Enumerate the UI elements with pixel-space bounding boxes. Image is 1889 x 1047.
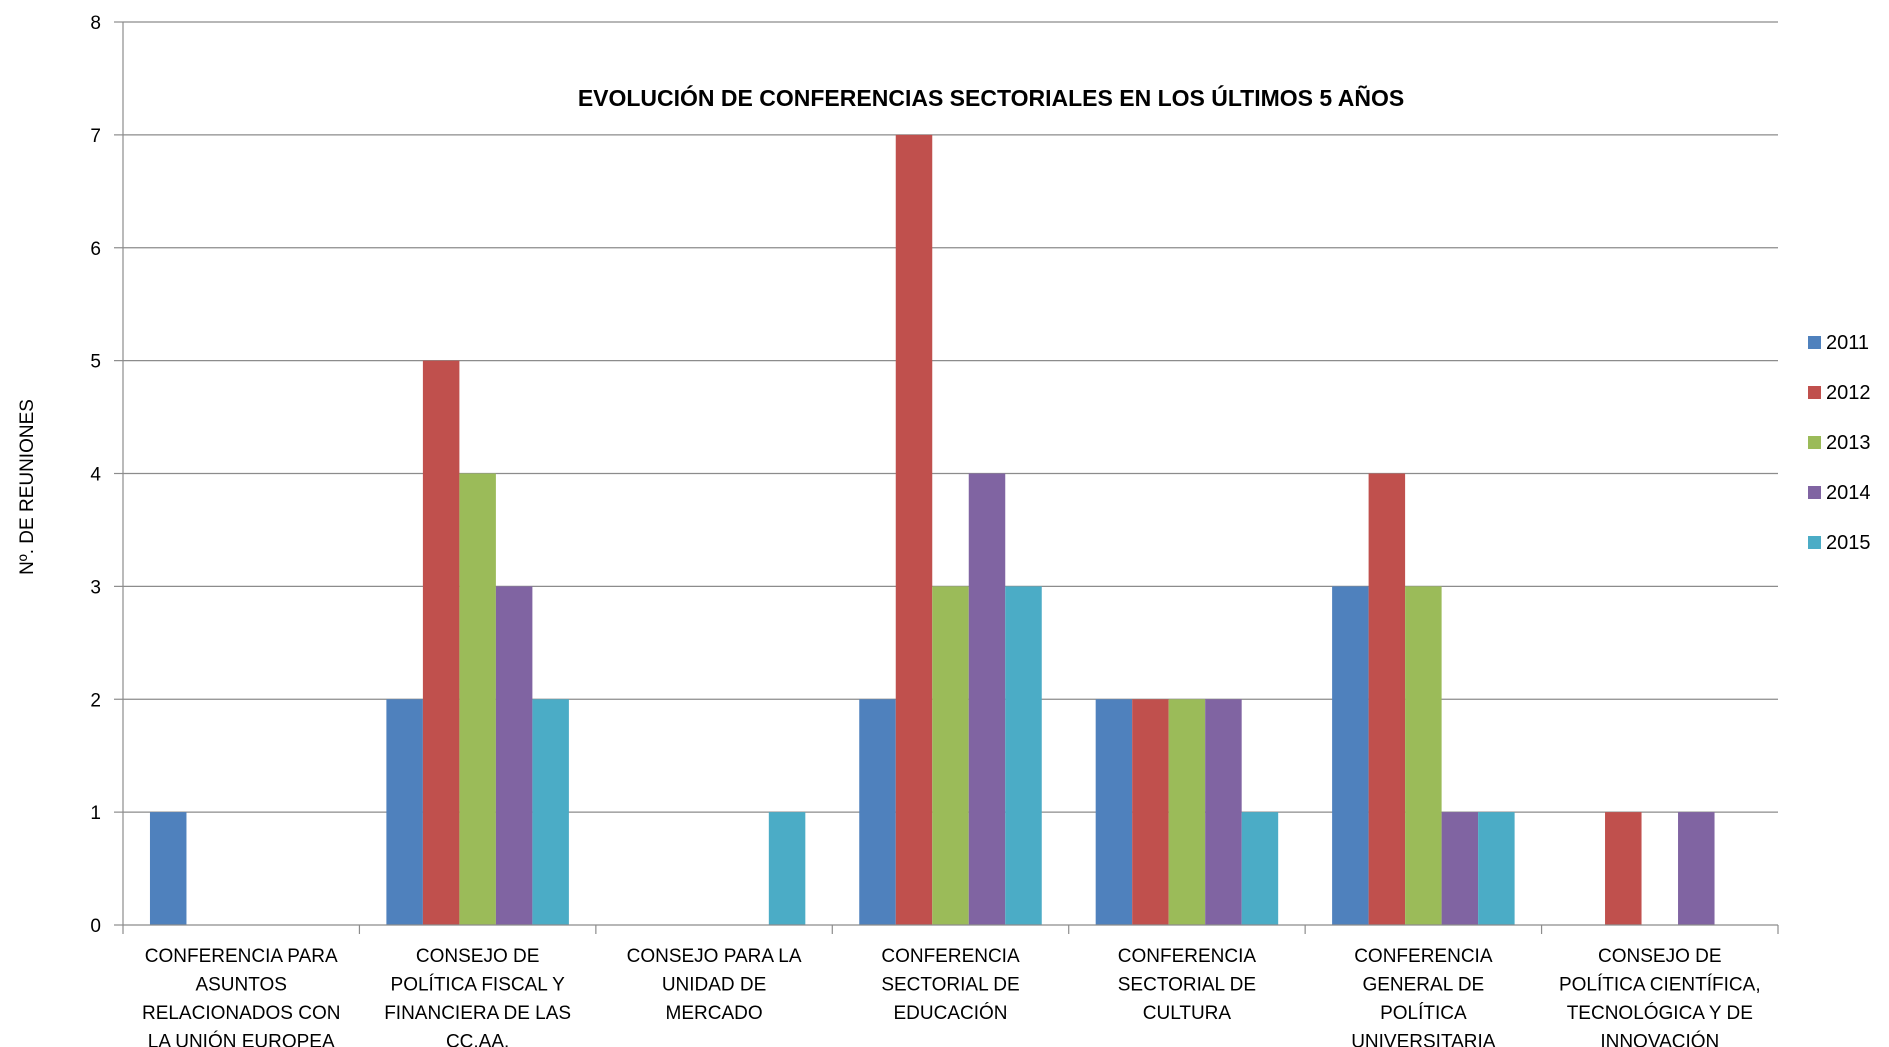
- bar-2014-cat-4: [968, 473, 1006, 925]
- legend-label: 2011: [1826, 332, 1869, 354]
- chart-title: EVOLUCIÓN DE CONFERENCIAS SECTORIALES EN…: [578, 84, 1404, 111]
- bars: [149, 134, 1715, 925]
- bar-2013-cat-4: [932, 586, 969, 925]
- legend-swatch-2014: [1808, 486, 1821, 499]
- y-tick-label: 6: [90, 239, 101, 260]
- legend-swatch-2011: [1808, 336, 1821, 349]
- y-tick-labels: 0 1 2 3 4 5 6 7 8: [90, 13, 101, 937]
- y-tick-label: 5: [90, 352, 101, 373]
- x-category-label-line: CULTURA: [1143, 1003, 1232, 1024]
- legend-label: 2012: [1826, 382, 1871, 404]
- y-tick-label: 1: [90, 803, 101, 824]
- bar-2014-cat-5: [1205, 699, 1242, 925]
- bar-2013-cat-2: [459, 473, 496, 925]
- x-category-label-line: MERCADO: [666, 1003, 763, 1024]
- legend-swatch-2015: [1808, 536, 1821, 549]
- x-category-label-line: POLÍTICA CIENTÍFICA,: [1559, 975, 1761, 996]
- bar-2014-cat-7: [1678, 812, 1715, 925]
- x-category-labels: CONFERENCIA PARA ASUNTOS RELACIONADOS CON L…: [142, 946, 1761, 1047]
- legend-label: 2015: [1826, 532, 1871, 554]
- x-category-label-line: CC.AA.: [446, 1032, 509, 1047]
- x-category-label: CONFERENCIA SECTORIAL DE CULTURA: [1118, 946, 1257, 1024]
- x-category-label-line: POLÍTICA FISCAL Y: [391, 975, 566, 996]
- x-category-label-line: CONFERENCIA: [1354, 946, 1493, 967]
- bar-2015-cat-5: [1241, 812, 1279, 925]
- bar-2011-cat-5: [1095, 699, 1133, 925]
- bar-2011-cat-6: [1332, 586, 1369, 925]
- bar-2011-cat-1: [149, 812, 187, 925]
- x-category-label-line: CONFERENCIA PARA: [145, 946, 338, 967]
- bar-2015-cat-4: [1005, 586, 1042, 925]
- legend: 2011 2012 2013 2014 2015: [1808, 332, 1871, 554]
- bar-2012-cat-7: [1605, 812, 1642, 925]
- x-category-label-line: UNIVERSITARIA: [1351, 1032, 1496, 1047]
- x-category-label-line: INNOVACIÓN: [1600, 1031, 1719, 1047]
- bar-2012-cat-5: [1132, 699, 1169, 925]
- bar-2012-cat-2: [422, 360, 460, 925]
- y-tick-label: 8: [90, 13, 101, 34]
- x-category-label-line: FINANCIERA DE LAS: [384, 1003, 571, 1024]
- legend-label: 2014: [1826, 482, 1871, 504]
- x-category-label: CONSEJO DE POLÍTICA CIENTÍFICA, TECNOLÓGIC…: [1559, 946, 1761, 1047]
- bar-2014-cat-2: [495, 586, 533, 925]
- legend-swatch-2013: [1808, 436, 1821, 449]
- x-category-label-line: CONSEJO DE: [1598, 946, 1722, 967]
- x-category-label: CONFERENCIA GENERAL DE POLÍTICA UNIVERSITAR…: [1351, 946, 1496, 1047]
- bar-2012-cat-6: [1368, 473, 1406, 925]
- x-category-label-line: LA UNIÓN EUROPEA: [148, 1031, 335, 1047]
- x-category-label-line: TECNOLÓGICA Y DE: [1567, 1002, 1753, 1024]
- y-tick-label: 7: [90, 126, 101, 147]
- x-category-label: CONSEJO DE POLÍTICA FISCAL Y FINANCIERA DE…: [384, 946, 571, 1047]
- x-category-label-line: SECTORIAL DE: [881, 975, 1019, 996]
- x-category-label-line: POLÍTICA: [1380, 1003, 1467, 1024]
- y-axis-label: Nº. DE REUNIONES: [17, 399, 38, 575]
- bar-2011-cat-4: [859, 699, 896, 925]
- x-category-label: CONFERENCIA PARA ASUNTOS RELACIONADOS CON L…: [142, 946, 340, 1047]
- x-category-label-line: SECTORIAL DE: [1118, 975, 1256, 996]
- y-tick-label: 2: [90, 690, 101, 711]
- y-tick-label: 0: [90, 916, 101, 937]
- x-category-label: CONSEJO PARA LA UNIDAD DE MERCADO: [627, 946, 802, 1024]
- axes: [122, 22, 1779, 934]
- legend-swatch-2012: [1808, 386, 1821, 399]
- bar-2011-cat-2: [386, 699, 423, 925]
- x-category-label-line: CONFERENCIA: [881, 946, 1020, 967]
- y-tick-label: 4: [90, 465, 101, 486]
- bar-2013-cat-5: [1168, 699, 1206, 925]
- x-category-label-line: ASUNTOS: [195, 975, 287, 996]
- x-category-label-line: RELACIONADOS CON: [142, 1003, 340, 1024]
- bar-2015-cat-6: [1478, 812, 1515, 925]
- x-category-label-line: EDUCACIÓN: [893, 1002, 1007, 1024]
- x-category-label-line: CONSEJO DE: [416, 946, 540, 967]
- x-category-label-line: CONSEJO PARA LA: [627, 946, 802, 967]
- bar-2015-cat-2: [532, 699, 569, 925]
- bar-2013-cat-6: [1405, 586, 1442, 925]
- bar-2012-cat-4: [895, 134, 933, 925]
- x-category-label-line: GENERAL DE: [1362, 975, 1484, 996]
- legend-label: 2013: [1826, 432, 1871, 454]
- x-category-label: CONFERENCIA SECTORIAL DE EDUCACIÓN: [881, 946, 1020, 1024]
- bar-2014-cat-6: [1441, 812, 1479, 925]
- x-category-label-line: CONFERENCIA: [1118, 946, 1257, 967]
- bar-2015-cat-3: [768, 812, 806, 925]
- x-category-label-line: UNIDAD DE: [662, 975, 767, 996]
- y-tick-label: 3: [90, 577, 101, 598]
